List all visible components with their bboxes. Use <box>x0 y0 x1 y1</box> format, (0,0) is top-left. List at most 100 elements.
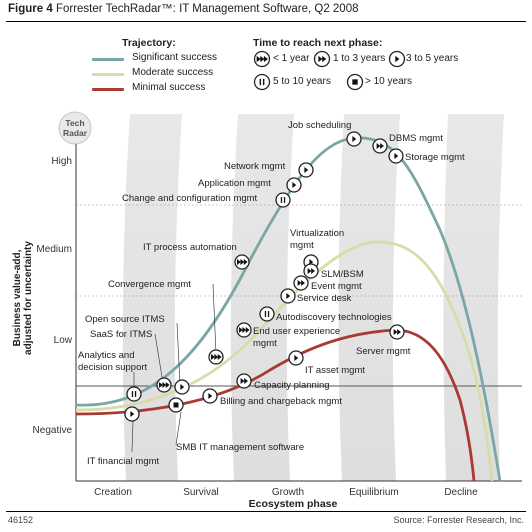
tech-item-slm-bsm: SLM/BSM <box>303 263 364 280</box>
tech-item-application-mgmt: Application mgmt <box>198 177 302 193</box>
y-tick-high: High <box>51 156 72 167</box>
tech-label-network-mgmt: Network mgmt <box>224 161 286 172</box>
legend-single-chevron-icon <box>388 50 406 68</box>
legend-triple-chevron-icon <box>253 50 271 68</box>
tech-label-dbms-mgmt: DBMS mgmt <box>389 133 443 144</box>
time-label-lt1: < 1 year <box>273 53 310 64</box>
tech-label-application-mgmt: Application mgmt <box>198 178 271 189</box>
x-phase-growth: Growth <box>272 487 304 498</box>
time-legend-title: Time to reach next phase: <box>253 37 383 49</box>
trajectory-label-moderate: Moderate success <box>132 67 214 78</box>
time-label-5to10: 5 to 10 years <box>273 76 331 87</box>
trajectory-line-minimal <box>92 88 124 91</box>
tech-label-convergence-mgmt: Convergence mgmt <box>108 279 191 290</box>
x-phase-equilibrium: Equilibrium <box>349 487 398 498</box>
tech-item-it-asset-mgmt: IT asset mgmt <box>288 350 365 376</box>
tech-label-open-source-itms: Open source ITMS <box>85 314 165 325</box>
tech-item-it-process-automation: IT process automation <box>143 242 250 270</box>
tech-label-virtualization-mgmt-line1: Virtualization <box>290 228 344 239</box>
tech-label-event-mgmt: Event mgmt <box>311 281 362 292</box>
leader-lines <box>131 283 217 453</box>
figure-label: Figure 4 <box>8 3 53 15</box>
tech-item-job-scheduling: Job scheduling <box>288 120 362 147</box>
phase-band-equilibrium <box>338 114 400 481</box>
tech-item-billing-and-chargeback-mgmt: Billing and chargeback mgmt <box>202 388 342 407</box>
tech-item-smb-it-management-software: SMB IT management software <box>168 397 304 453</box>
tech-pointer-marker-3 <box>156 377 172 393</box>
y-axis-title-line2: adjusted for uncertainty <box>23 241 34 355</box>
tech-marker-storage-mgmt <box>388 148 404 164</box>
tech-item-dbms-mgmt: DBMS mgmt <box>372 133 443 154</box>
phase-band-decline <box>443 114 504 481</box>
footer-divider <box>6 511 526 512</box>
tech-pointer-marker-2 <box>174 379 190 395</box>
tech-label-autodiscovery-technologies: Autodiscovery technologies <box>276 312 392 323</box>
tech-pointer-marker-1 <box>208 349 224 365</box>
tech-label-virtualization-mgmt-line2: mgmt <box>290 240 314 251</box>
tech-item-saas-for-itms: SaaS for ITMS <box>90 329 152 340</box>
tech-marker-server-mgmt <box>389 324 405 340</box>
tech-marker-event-mgmt <box>293 275 309 291</box>
time-label-1to3: 1 to 3 years <box>333 53 386 64</box>
techradar-badge: Tech Radar <box>58 111 92 145</box>
y-tick-low: Low <box>54 335 73 346</box>
trajectory-label-significant: Significant success <box>132 52 218 63</box>
tech-item-convergence-mgmt: Convergence mgmt <box>108 279 191 290</box>
title-divider <box>6 21 526 22</box>
phase-band-survival <box>122 114 182 481</box>
tech-marker-network-mgmt <box>298 162 314 178</box>
tech-marker-dbms-mgmt <box>372 138 388 154</box>
tech-item-change-and-configuration-mgmt: Change and configuration mgmt <box>122 192 291 208</box>
tech-label-change-and-configuration-mgmt: Change and configuration mgmt <box>122 193 258 204</box>
tech-label-billing-and-chargeback-mgmt: Billing and chargeback mgmt <box>220 396 342 407</box>
tech-marker-job-scheduling <box>346 131 362 147</box>
tech-label-analytics-and-decision-support-line2: decision support <box>78 362 148 373</box>
tech-item-network-mgmt: Network mgmt <box>224 161 314 178</box>
tech-label-saas-for-itms: SaaS for ITMS <box>90 329 152 340</box>
tech-marker-it-process-automation <box>234 254 250 270</box>
time-label-3to5: 3 to 5 years <box>406 53 459 64</box>
badge-line-radar: Radar <box>63 128 88 138</box>
trajectory-line-moderate <box>92 73 124 76</box>
time-label-gt10: > 10 years <box>365 76 412 87</box>
tech-item-open-source-itms: Open source ITMS <box>85 314 165 325</box>
badge-line-tech: Tech <box>65 118 84 128</box>
tech-label-slm-bsm: SLM/BSM <box>321 269 364 280</box>
tech-label-it-process-automation: IT process automation <box>143 242 237 253</box>
legend-stop-icon <box>346 73 364 91</box>
tech-marker-it-financial-mgmt <box>124 406 140 422</box>
tech-marker-it-asset-mgmt <box>288 350 304 366</box>
tech-marker-billing-and-chargeback-mgmt <box>202 388 218 404</box>
tech-item-autodiscovery-technologies: Autodiscovery technologies <box>259 306 392 323</box>
tech-marker-change-and-configuration-mgmt <box>275 192 291 208</box>
tech-item-it-financial-mgmt: IT financial mgmt <box>87 406 160 467</box>
trajectory-line-significant <box>92 58 124 61</box>
tech-marker-smb-it-management-software <box>168 397 184 413</box>
tech-label-end-user-experience-mgmt-line2: mgmt <box>253 338 277 349</box>
tech-marker-autodiscovery-technologies <box>259 306 275 322</box>
tech-label-server-mgmt: Server mgmt <box>356 346 411 357</box>
tech-label-job-scheduling: Job scheduling <box>288 120 351 131</box>
tech-label-it-asset-mgmt: IT asset mgmt <box>305 365 365 376</box>
tech-marker-analytics-and-decision-support <box>126 386 142 402</box>
legend-pause-icon <box>253 73 271 91</box>
x-axis-title: Ecosystem phase <box>249 498 338 510</box>
x-phase-creation: Creation <box>94 487 132 498</box>
y-tick-medium: Medium <box>36 244 72 255</box>
trajectory-curve-moderate <box>75 240 494 482</box>
tech-label-smb-it-management-software: SMB IT management software <box>176 442 304 453</box>
figure-title: Figure 4 Forrester TechRadar™: IT Manage… <box>8 3 359 15</box>
tech-item-server-mgmt: Server mgmt <box>356 324 411 357</box>
legend-double-chevron-icon <box>313 50 331 68</box>
x-phase-decline: Decline <box>444 487 478 498</box>
tech-marker-end-user-experience-mgmt <box>236 322 252 338</box>
figure-title-text: Forrester TechRadar™: IT Management Soft… <box>55 3 359 15</box>
tech-label-service-desk: Service desk <box>297 293 352 304</box>
trajectory-label-minimal: Minimal success <box>132 82 206 93</box>
x-phase-survival: Survival <box>183 487 219 498</box>
tech-item-event-mgmt: Event mgmt <box>293 275 362 292</box>
